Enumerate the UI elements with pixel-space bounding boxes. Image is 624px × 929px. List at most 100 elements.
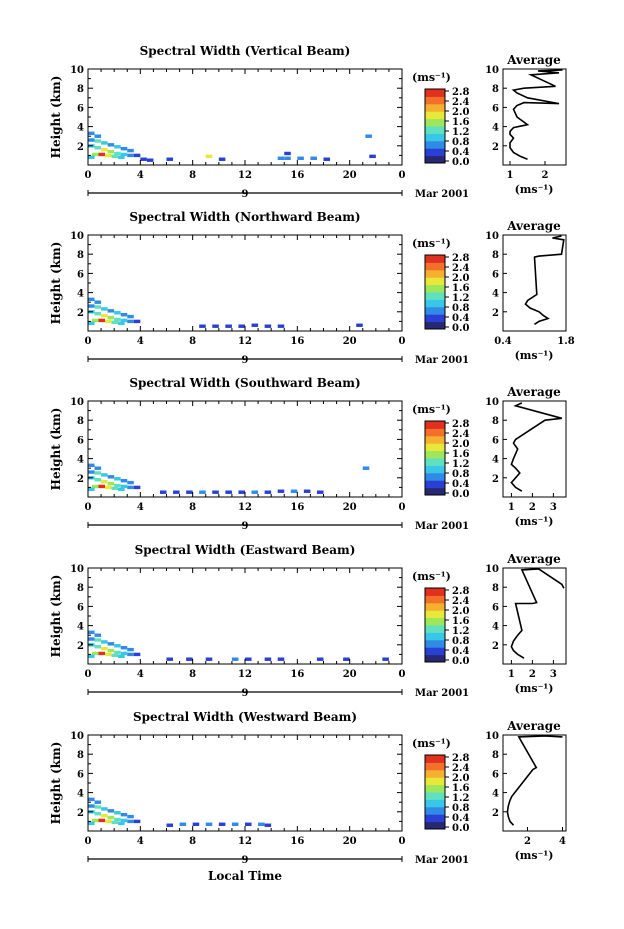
y-axis-label: Height (km) [49, 242, 63, 325]
colorbar-unit: (ms⁻¹) [412, 737, 451, 750]
average-frame [502, 68, 567, 166]
data-cell [88, 630, 95, 635]
data-cell [91, 152, 99, 157]
colorbar-swatch [425, 277, 445, 286]
y-tick-label: 4 [77, 622, 84, 633]
data-cell [98, 152, 106, 157]
data-cell [238, 324, 245, 328]
colorbar-tick-label: 2.0 [452, 773, 469, 784]
data-cell [343, 657, 350, 661]
panel-3: Spectral Width (Southward Beam) Height (k… [49, 376, 567, 532]
average-x-tick-label: 2 [529, 502, 536, 513]
average-title: Average [506, 552, 561, 566]
data-cell [245, 657, 252, 661]
data-cell [127, 148, 134, 153]
data-cell [297, 156, 304, 160]
data-cell [88, 470, 95, 474]
colorbar-swatch [425, 588, 445, 596]
x-tick-label: 0 [399, 669, 406, 680]
data-cell [205, 822, 213, 826]
average-x-tick-label: 2 [524, 836, 531, 847]
data-cell [120, 484, 128, 489]
data-cell [114, 311, 121, 315]
data-cell [264, 324, 272, 328]
average-profile-line [509, 69, 563, 160]
y-tick-label: 10 [70, 65, 84, 76]
colorbar-swatch [425, 155, 445, 164]
colorbar-tick-label: 0.0 [452, 157, 469, 168]
data-cell [159, 490, 167, 494]
average-y-tick-label: 2 [492, 308, 499, 319]
panel-4: Spectral Width (Eastward Beam) Height (km… [49, 543, 567, 699]
colorbar-tick-label: 2.4 [452, 596, 469, 607]
average-y-tick-label: 10 [485, 731, 499, 742]
data-cell [264, 657, 272, 661]
colorbar-swatch [425, 284, 445, 293]
data-cell [133, 485, 141, 490]
data-cell [166, 157, 174, 161]
average-x-label: (ms⁻¹) [515, 515, 554, 528]
x-tick-label: 8 [189, 170, 196, 181]
colorbar-tick-label: 2.0 [452, 606, 469, 617]
data-cell [101, 313, 108, 318]
data-cell [192, 822, 200, 826]
data-cell [105, 319, 112, 324]
y-tick-label: 10 [70, 564, 84, 575]
data-cell [98, 484, 106, 489]
colorbar-tick-label: 1.6 [452, 616, 469, 627]
data-cell [133, 819, 141, 824]
colorbar-swatch [425, 806, 445, 815]
y-tick-label: 6 [77, 769, 84, 780]
colorbar-swatch [425, 654, 445, 663]
colorbar-swatch [425, 777, 445, 786]
colorbar-swatch [425, 148, 445, 157]
data-cell [107, 815, 115, 820]
colorbar-unit: (ms⁻¹) [412, 237, 451, 250]
data-cell [88, 304, 95, 308]
colorbar-swatch [425, 443, 445, 452]
colorbar-tick-label: 2.8 [452, 87, 469, 98]
data-cell [88, 797, 95, 802]
average-x-tick-label: 0.4 [494, 336, 511, 347]
average-y-tick-label: 6 [492, 269, 499, 280]
data-cell [127, 814, 134, 819]
x-tick-label: 20 [343, 836, 357, 847]
date-label: 9 [242, 688, 249, 699]
data-cell [107, 642, 115, 646]
data-cell [120, 645, 128, 650]
average-y-tick-label: 6 [492, 103, 499, 114]
colorbar-swatch [425, 89, 445, 97]
y-axis-label: Height (km) [49, 742, 63, 825]
colorbar-swatch [425, 480, 445, 489]
x-tick-label: 16 [290, 502, 304, 513]
y-tick-label: 4 [77, 455, 84, 466]
colorbar-swatch [425, 487, 445, 496]
average-x-tick-label: 1 [508, 502, 515, 513]
data-cell [107, 315, 115, 320]
data-cell [120, 818, 128, 823]
data-cell [277, 489, 285, 493]
colorbar-tick-label: 1.2 [452, 293, 469, 304]
data-cell [258, 822, 265, 826]
colorbar-tick-label: 2.8 [452, 753, 469, 764]
y-tick-label: 2 [77, 808, 84, 819]
data-cell [88, 804, 95, 808]
panel-title: Spectral Width (Northward Beam) [129, 210, 360, 224]
average-x-tick-label: 2 [529, 669, 536, 680]
colorbar-swatch [425, 610, 445, 619]
data-cell [127, 153, 134, 158]
y-tick-label: 4 [77, 289, 84, 300]
y-axis-label: Height (km) [49, 408, 63, 491]
average-y-tick-label: 4 [492, 123, 499, 134]
data-cell [231, 822, 239, 826]
average-y-tick-label: 10 [485, 397, 499, 408]
data-cell [118, 821, 125, 826]
average-x-label: (ms⁻¹) [515, 183, 554, 196]
data-cell [212, 324, 219, 328]
colorbar-unit: (ms⁻¹) [412, 403, 451, 416]
colorbar-tick-label: 0.0 [452, 489, 469, 500]
y-tick-label: 4 [77, 789, 84, 800]
data-cell [107, 149, 115, 154]
average-title: Average [506, 53, 561, 67]
colorbar-tick-label: 0.8 [452, 469, 469, 480]
